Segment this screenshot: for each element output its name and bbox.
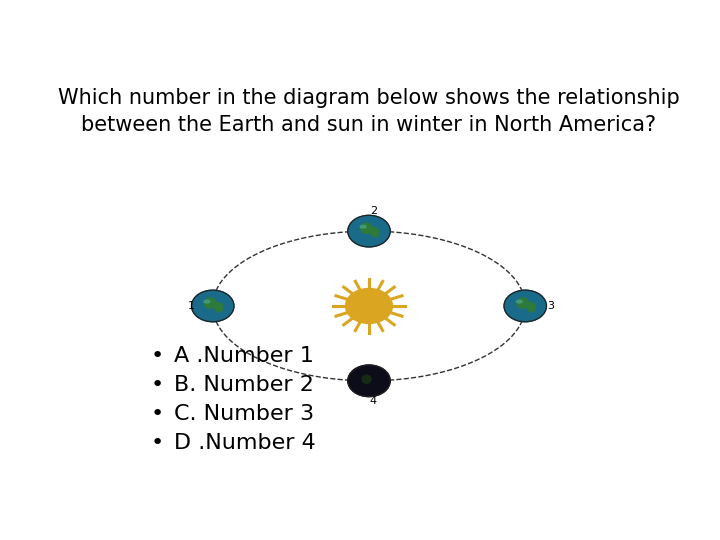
Circle shape	[348, 215, 390, 247]
Ellipse shape	[371, 228, 379, 237]
Circle shape	[192, 290, 234, 322]
Ellipse shape	[517, 298, 528, 308]
Text: •: •	[150, 375, 163, 395]
Circle shape	[348, 365, 390, 396]
Circle shape	[504, 290, 546, 322]
Ellipse shape	[516, 300, 522, 303]
Text: 3: 3	[547, 301, 554, 311]
Circle shape	[192, 290, 234, 322]
Ellipse shape	[360, 225, 366, 228]
Circle shape	[348, 365, 390, 396]
Ellipse shape	[361, 223, 372, 233]
Ellipse shape	[215, 302, 222, 312]
Text: 2: 2	[370, 206, 377, 216]
Text: C. Number 3: C. Number 3	[174, 404, 314, 424]
Circle shape	[504, 290, 546, 322]
Ellipse shape	[204, 300, 210, 303]
Text: •: •	[150, 346, 163, 366]
Text: Which number in the diagram below shows the relationship: Which number in the diagram below shows …	[58, 87, 680, 107]
Ellipse shape	[527, 302, 535, 312]
Circle shape	[346, 288, 392, 323]
Text: A .Number 1: A .Number 1	[174, 346, 314, 366]
Text: B. Number 2: B. Number 2	[174, 375, 314, 395]
Text: •: •	[150, 433, 163, 453]
Ellipse shape	[204, 298, 216, 308]
Ellipse shape	[362, 375, 371, 383]
Text: 4: 4	[370, 396, 377, 406]
Text: •: •	[150, 404, 163, 424]
Text: between the Earth and sun in winter in North America?: between the Earth and sun in winter in N…	[81, 114, 657, 134]
Circle shape	[348, 215, 390, 247]
Text: 1: 1	[188, 301, 195, 311]
Text: D .Number 4: D .Number 4	[174, 433, 315, 453]
